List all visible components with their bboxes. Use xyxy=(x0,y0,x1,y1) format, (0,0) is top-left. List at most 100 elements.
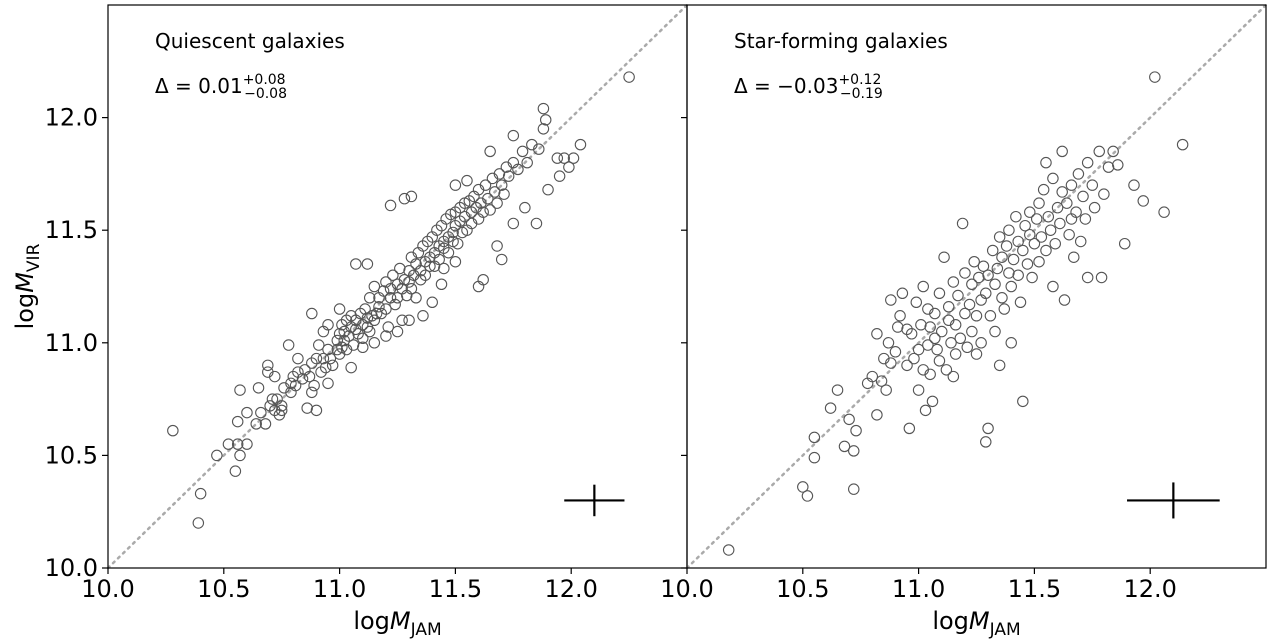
data-point xyxy=(495,179,508,191)
data-point xyxy=(495,253,508,266)
data-point xyxy=(1088,201,1101,214)
delta-value: Δ = −0.03 xyxy=(734,74,838,98)
data-point xyxy=(848,445,860,457)
data-point xyxy=(966,278,978,290)
data-point xyxy=(1061,197,1073,209)
data-point xyxy=(296,373,309,385)
data-point xyxy=(1012,235,1024,248)
data-point xyxy=(363,325,376,338)
one-to-one-line xyxy=(685,3,1268,570)
data-point xyxy=(303,370,316,383)
data-point xyxy=(347,339,360,351)
data-point xyxy=(885,294,897,306)
data-point xyxy=(461,174,473,187)
data-point xyxy=(993,359,1006,372)
data-point xyxy=(961,341,973,354)
data-point xyxy=(936,325,948,338)
data-point xyxy=(722,544,735,556)
data-point xyxy=(363,292,376,304)
data-point xyxy=(933,355,946,367)
data-point xyxy=(322,319,334,331)
data-point xyxy=(343,330,355,342)
data-point xyxy=(963,298,976,311)
data-point xyxy=(1005,280,1017,293)
x-tick-label: 12.0 xyxy=(544,575,597,603)
data-point xyxy=(350,258,362,270)
data-point xyxy=(1014,296,1027,309)
data-point xyxy=(275,400,288,412)
data-point xyxy=(1065,213,1078,225)
data-point xyxy=(871,328,883,340)
x-axis-label-var: M xyxy=(390,607,411,635)
data-point xyxy=(433,253,445,266)
data-point xyxy=(424,260,436,272)
data-point xyxy=(956,217,969,230)
data-point xyxy=(259,418,272,430)
data-point xyxy=(1081,156,1094,169)
data-point xyxy=(521,156,533,169)
data-point xyxy=(885,357,897,369)
data-point xyxy=(405,283,418,295)
data-point xyxy=(1102,161,1115,173)
x-axis-label-sub: JAM xyxy=(410,620,442,639)
panel-1: 10.0 10.5 11.0 11.5 12.0 10.0 10.5 11.0 11.5 12.0… xyxy=(11,3,689,640)
data-point xyxy=(1024,228,1036,241)
data-point xyxy=(912,343,925,356)
data-point xyxy=(542,183,554,196)
data-point xyxy=(477,206,489,218)
data-point xyxy=(831,384,844,396)
data-point xyxy=(1081,271,1094,284)
y-axis-label-base: log xyxy=(11,293,39,330)
data-point xyxy=(324,352,337,365)
y-tick-label: 11.0 xyxy=(45,329,98,357)
data-point xyxy=(973,271,985,284)
data-point xyxy=(306,386,318,399)
data-point xyxy=(167,424,179,437)
data-point xyxy=(1017,395,1029,408)
data-point xyxy=(1040,244,1052,257)
x-tick-label: 10.5 xyxy=(776,575,829,603)
data-point xyxy=(482,192,494,205)
data-point xyxy=(959,267,971,279)
data-point xyxy=(289,379,302,392)
data-point xyxy=(370,307,383,320)
data-point xyxy=(451,237,464,250)
data-point xyxy=(993,231,1006,243)
data-point xyxy=(498,188,510,200)
data-point xyxy=(1024,206,1036,218)
data-point xyxy=(435,278,448,290)
data-point xyxy=(931,343,943,356)
data-point xyxy=(880,384,892,396)
data-point xyxy=(493,168,506,180)
data-point xyxy=(308,379,320,392)
one-to-one-line xyxy=(106,3,689,570)
data-point xyxy=(850,424,862,437)
data-point xyxy=(449,179,462,191)
data-point xyxy=(1137,195,1150,207)
data-point xyxy=(980,287,992,300)
data-point xyxy=(1021,258,1034,270)
data-point xyxy=(211,449,223,462)
data-point xyxy=(801,490,814,502)
data-point xyxy=(262,359,274,372)
data-point xyxy=(945,337,957,349)
data-point xyxy=(1040,156,1052,169)
data-point xyxy=(808,431,821,444)
data-point xyxy=(567,152,580,164)
data-point xyxy=(924,321,936,333)
data-point xyxy=(926,395,939,408)
data-point xyxy=(368,280,381,293)
delta-lower-error: −0.08 xyxy=(244,86,287,102)
data-point xyxy=(1007,253,1020,266)
x-tick-label: 10.5 xyxy=(197,575,250,603)
data-point xyxy=(387,269,399,281)
panel-label: Quiescent galaxies xyxy=(155,29,345,53)
data-point xyxy=(942,301,955,313)
data-point xyxy=(1063,228,1075,241)
delta-lower-error: −0.19 xyxy=(840,86,883,102)
delta-stat: Δ = −0.03+0.12 −0.19 xyxy=(734,72,883,102)
data-point xyxy=(808,451,821,464)
data-point xyxy=(357,332,369,345)
data-point xyxy=(1037,183,1050,196)
